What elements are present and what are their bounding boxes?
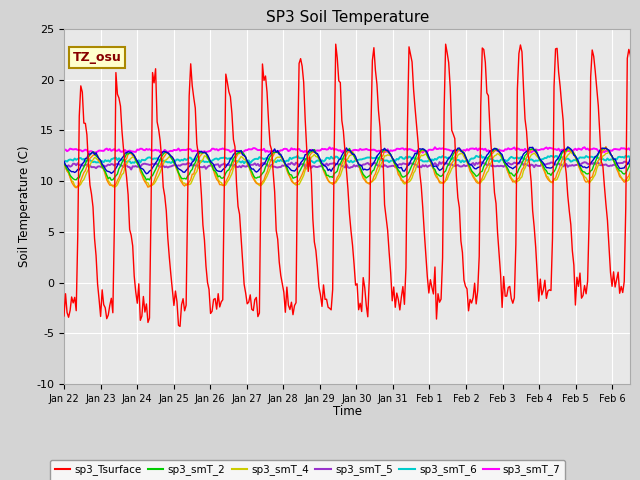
sp3_Tsurface xyxy=(99,287,106,293)
sp3_smT_2 xyxy=(636,144,640,150)
sp3_smT_2 xyxy=(108,177,115,183)
sp3_smT_7 xyxy=(84,150,92,156)
sp3_smT_4 xyxy=(99,164,106,169)
sp3_smT_6 xyxy=(99,158,106,164)
sp3_smT_4 xyxy=(362,179,370,184)
sp3_smT_6 xyxy=(480,154,488,160)
sp3_smT_2 xyxy=(60,160,68,166)
sp3_smT_7 xyxy=(100,148,108,154)
Y-axis label: Soil Temperature (C): Soil Temperature (C) xyxy=(18,145,31,267)
sp3_smT_5 xyxy=(566,163,573,168)
sp3_smT_5 xyxy=(620,159,628,165)
sp3_smT_6 xyxy=(60,159,68,165)
sp3_smT_4 xyxy=(111,184,118,190)
sp3_smT_7 xyxy=(60,147,68,153)
Text: TZ_osu: TZ_osu xyxy=(72,51,121,64)
sp3_smT_6 xyxy=(567,159,575,165)
Line: sp3_smT_1: sp3_smT_1 xyxy=(64,146,640,174)
sp3_smT_2 xyxy=(99,164,106,169)
Line: sp3_smT_7: sp3_smT_7 xyxy=(64,147,640,153)
X-axis label: Time: Time xyxy=(333,405,362,418)
Line: sp3_smT_3: sp3_smT_3 xyxy=(64,147,640,188)
sp3_smT_1 xyxy=(99,161,106,167)
sp3_smT_1 xyxy=(362,167,370,173)
sp3_smT_1 xyxy=(80,159,88,165)
sp3_smT_7 xyxy=(567,148,575,154)
sp3_smT_3 xyxy=(100,166,108,172)
sp3_Tsurface xyxy=(567,222,575,228)
sp3_smT_2 xyxy=(479,168,486,174)
sp3_smT_1 xyxy=(60,158,68,164)
sp3_smT_4 xyxy=(60,159,68,165)
sp3_smT_6 xyxy=(240,160,248,166)
sp3_smT_6 xyxy=(362,155,370,161)
Title: SP3 Soil Temperature: SP3 Soil Temperature xyxy=(266,10,429,25)
sp3_smT_6 xyxy=(80,156,88,162)
sp3_smT_1 xyxy=(566,145,573,151)
sp3_smT_7 xyxy=(480,147,488,153)
sp3_smT_7 xyxy=(431,144,439,150)
sp3_smT_1 xyxy=(639,143,640,149)
sp3_smT_5 xyxy=(60,165,68,170)
sp3_smT_2 xyxy=(80,164,88,170)
sp3_smT_2 xyxy=(566,145,573,151)
Line: sp3_Tsurface: sp3_Tsurface xyxy=(64,44,640,326)
Line: sp3_smT_5: sp3_smT_5 xyxy=(64,162,640,169)
Line: sp3_smT_6: sp3_smT_6 xyxy=(64,155,640,163)
Line: sp3_smT_4: sp3_smT_4 xyxy=(64,152,640,187)
sp3_smT_3 xyxy=(60,161,68,167)
sp3_smT_4 xyxy=(567,149,575,155)
sp3_smT_5 xyxy=(362,161,370,167)
sp3_smT_5 xyxy=(80,163,88,169)
sp3_Tsurface xyxy=(332,41,340,47)
Line: sp3_smT_2: sp3_smT_2 xyxy=(64,147,640,180)
sp3_smT_7 xyxy=(80,148,88,154)
sp3_smT_7 xyxy=(362,146,370,152)
sp3_smT_5 xyxy=(479,160,486,166)
sp3_smT_5 xyxy=(127,167,135,172)
sp3_smT_1 xyxy=(143,171,150,177)
sp3_smT_3 xyxy=(479,175,486,181)
sp3_smT_4 xyxy=(479,178,486,183)
Legend: sp3_Tsurface, sp3_smT_1, sp3_smT_2, sp3_smT_3, sp3_smT_4, sp3_smT_5, sp3_smT_6, : sp3_Tsurface, sp3_smT_1, sp3_smT_2, sp3_… xyxy=(51,460,564,480)
sp3_Tsurface xyxy=(176,324,184,329)
sp3_smT_3 xyxy=(566,147,573,153)
sp3_smT_4 xyxy=(80,177,88,182)
sp3_smT_3 xyxy=(602,144,610,150)
sp3_smT_6 xyxy=(477,152,484,158)
sp3_smT_3 xyxy=(362,180,370,185)
sp3_smT_3 xyxy=(72,185,80,191)
sp3_smT_4 xyxy=(566,151,573,156)
sp3_Tsurface xyxy=(480,47,488,52)
sp3_smT_5 xyxy=(99,165,106,170)
sp3_smT_1 xyxy=(479,160,486,166)
sp3_smT_2 xyxy=(362,175,370,181)
sp3_Tsurface xyxy=(80,120,88,126)
sp3_smT_3 xyxy=(81,168,89,174)
sp3_Tsurface xyxy=(60,313,68,319)
sp3_Tsurface xyxy=(364,314,372,320)
